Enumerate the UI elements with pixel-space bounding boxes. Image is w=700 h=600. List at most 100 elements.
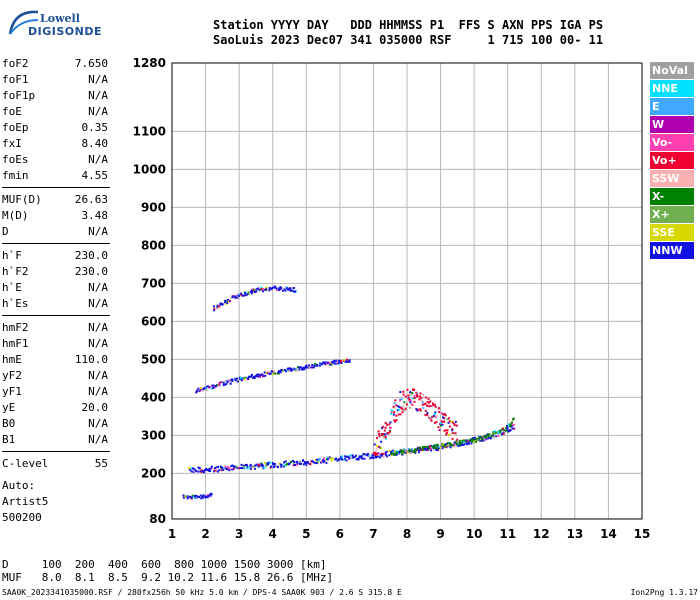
echo-point [433,412,436,415]
echo-point [398,399,401,402]
echo-point [432,444,435,447]
echo-point [241,294,244,297]
echo-point [466,443,469,446]
echo-point [448,417,451,420]
legend-item-vo: Vo+ [650,152,694,169]
echo-point [286,369,289,372]
echo-point [271,286,274,289]
echo-point [503,430,506,433]
echo-point [397,413,400,416]
echo-point [312,366,315,369]
echo-point [426,404,429,407]
echo-point [298,460,301,463]
echo-point [490,434,493,437]
echo-point [395,419,398,422]
echo-point [430,444,433,447]
echo-point [439,421,442,424]
echo-point [220,469,223,472]
echo-point [445,429,448,432]
echo-point [470,442,473,445]
echo-point [418,395,421,398]
echo-point [303,368,306,371]
echo-point [307,364,310,367]
echo-point [478,436,481,439]
echo-point [454,420,457,423]
echo-point [314,461,317,464]
echo-point [417,447,420,450]
param-row: foF1p N/A [2,88,112,104]
echo-point [456,438,459,441]
x-tick-label: 1 [168,527,176,541]
echo-point [254,464,257,467]
echo-point [390,450,393,453]
echo-point [337,458,340,461]
param-name: h`Es [2,297,29,310]
echo-point [461,439,464,442]
echo-point [461,443,464,446]
echo-point [510,421,513,424]
echo-point [335,457,338,460]
echo-point [296,462,299,465]
echo-point [293,367,296,370]
echo-point [411,448,414,451]
echo-point [240,294,243,297]
param-name: yF1 [2,385,22,398]
y-tick-label: 700 [141,276,166,290]
param-name: foF1p [2,89,36,102]
echo-point [307,461,310,464]
param-row: yE 20.0 [2,400,112,416]
echo-point [300,462,303,465]
echo-point [425,396,428,399]
echo-point [391,410,394,413]
legend-item-ssw: SSW [650,170,694,187]
echo-point [421,401,424,404]
echo-point [319,363,322,366]
echo-point [265,371,268,374]
echo-point [482,439,485,442]
echo-point [384,453,387,456]
echo-point [402,409,405,412]
echo-point [321,460,324,463]
echo-point [411,403,414,406]
param-row: B1 N/A [2,432,112,448]
echo-point [453,423,456,426]
echo-point [497,430,500,433]
echo-point [200,469,203,472]
x-tick-label: 4 [269,527,277,541]
echo-point [205,385,208,388]
echo-point [270,465,273,468]
echo-point [443,443,446,446]
echo-point [233,465,236,468]
echo-point [388,454,391,457]
echo-point [444,414,447,417]
echo-point [276,466,279,469]
echo-point [298,463,301,466]
echo-point [419,409,422,412]
echo-point [372,457,375,460]
echo-point [316,364,319,367]
echo-point [375,455,378,458]
echo-point [465,441,468,444]
echo-point [234,296,237,299]
echo-point [419,446,422,449]
echo-point [209,470,212,473]
echo-point [398,406,401,409]
echo-point [399,449,402,452]
echo-point [428,416,431,419]
echo-point [473,440,476,443]
echo-point [415,408,418,411]
echo-point [278,289,281,292]
echo-point [330,459,333,462]
echo-point [205,388,208,391]
echo-point [389,426,392,429]
echo-point [304,366,307,369]
echo-point [420,396,423,399]
echo-point [311,363,314,366]
echo-point [385,455,388,458]
param-value: N/A [88,337,108,350]
echo-point [281,369,284,372]
echo-point [210,387,213,390]
echo-point [471,440,474,443]
echo-point [205,386,208,389]
param-row: foF1 N/A [2,72,112,88]
